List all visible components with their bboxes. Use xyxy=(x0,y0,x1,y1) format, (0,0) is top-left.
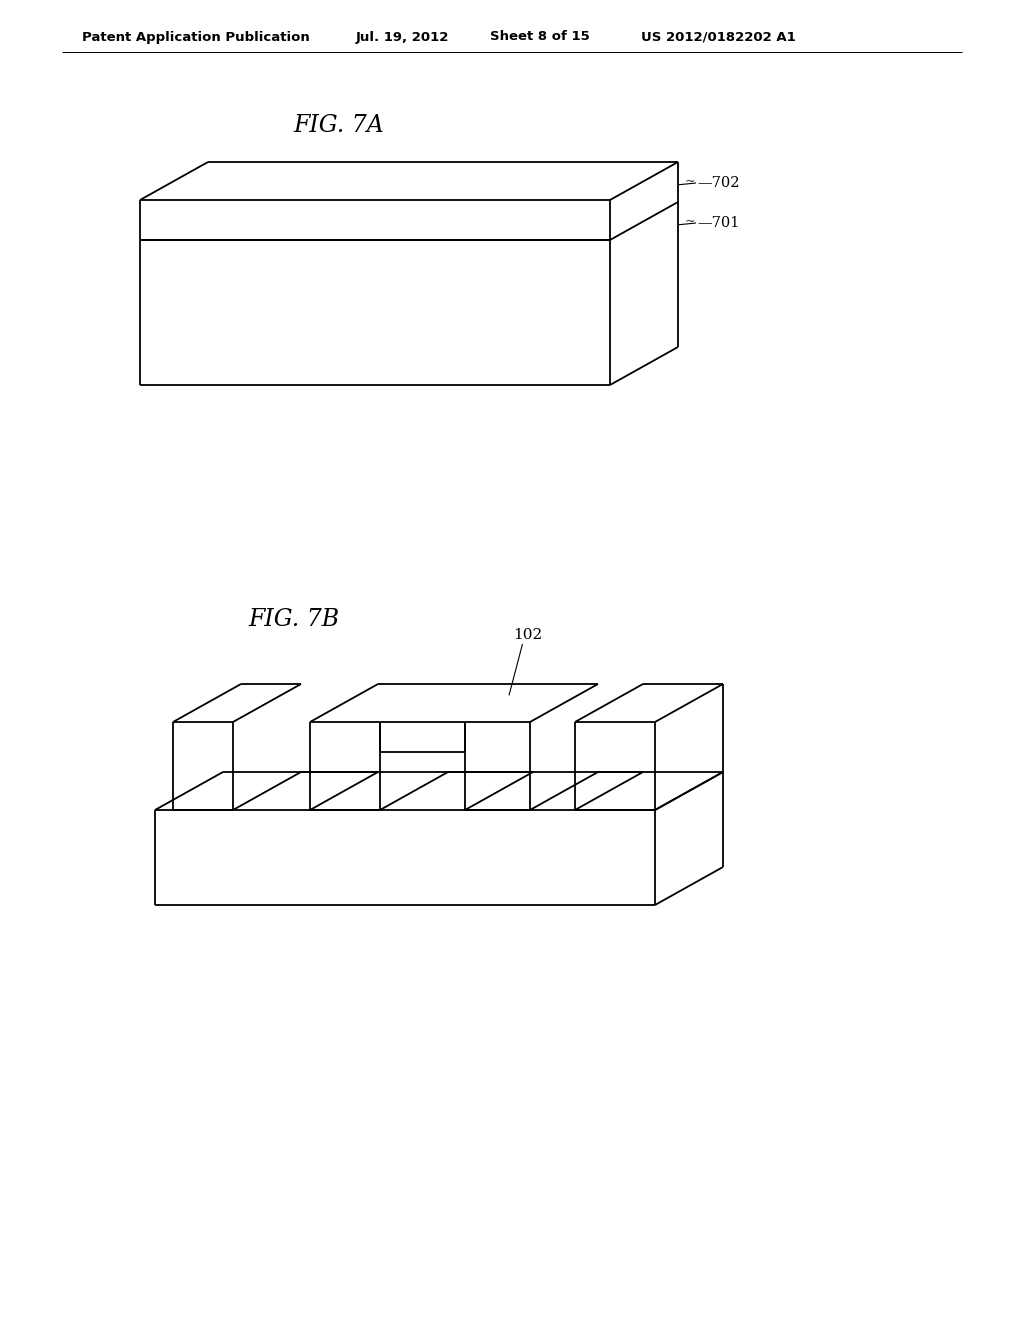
Text: ~: ~ xyxy=(684,215,695,228)
Text: —701: —701 xyxy=(697,216,739,230)
Text: Jul. 19, 2012: Jul. 19, 2012 xyxy=(356,30,450,44)
Text: FIG. 7B: FIG. 7B xyxy=(248,609,339,631)
Text: Patent Application Publication: Patent Application Publication xyxy=(82,30,309,44)
Text: US 2012/0182202 A1: US 2012/0182202 A1 xyxy=(641,30,796,44)
Text: ~: ~ xyxy=(684,176,695,189)
Text: —702: —702 xyxy=(697,176,739,190)
Text: Sheet 8 of 15: Sheet 8 of 15 xyxy=(490,30,590,44)
Text: 102: 102 xyxy=(513,628,542,642)
Text: FIG. 7A: FIG. 7A xyxy=(293,114,384,136)
